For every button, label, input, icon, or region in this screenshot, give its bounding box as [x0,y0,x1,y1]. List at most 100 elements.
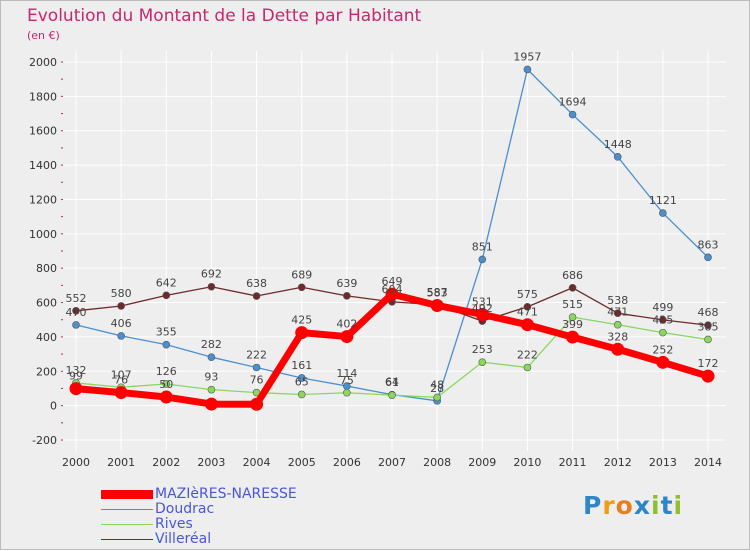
data-label: 132 [66,364,87,377]
y-tick-label: -200 [32,434,57,447]
data-label: 515 [562,298,583,311]
x-tick-label: 2006 [333,456,361,469]
data-label: 406 [111,317,132,330]
data-point [72,321,80,329]
data-point [611,342,625,356]
data-label: 28 [430,382,444,395]
brand-letter: i [651,491,661,520]
data-label: 222 [517,348,538,361]
data-point [478,358,487,366]
data-point [475,307,489,321]
x-tick-label: 2003 [197,456,225,469]
data-label: 587 [427,286,448,299]
data-point [433,393,441,402]
data-point [343,292,351,300]
data-point [568,283,577,292]
data-point [252,363,261,372]
brand-letter: o [615,491,634,520]
data-point [566,330,580,344]
data-label: 580 [111,287,132,300]
x-tick-label: 2014 [694,456,722,469]
data-point [568,110,577,119]
data-label: 470 [66,306,87,319]
data-label: 61 [385,376,399,389]
data-point [430,298,444,312]
data-point [162,380,171,388]
data-point [69,382,83,396]
data-label: 531 [472,295,493,308]
data-label: 604 [382,283,403,296]
data-label: 161 [291,359,312,372]
legend-label: Doudrac [155,501,215,517]
data-label: 222 [246,348,267,361]
data-point [388,391,396,399]
x-tick-label: 2009 [468,456,496,469]
data-point [704,253,712,262]
data-point [659,316,667,324]
data-point [159,390,173,404]
x-tick-label: 2008 [423,456,451,469]
legend-label: Rives [155,516,193,532]
data-point [72,306,80,315]
data-point [162,291,171,300]
data-label: 107 [111,368,132,381]
data-label: 76 [250,374,264,387]
data-point [701,369,715,383]
data-label: 583 [427,286,448,299]
data-point [297,390,306,399]
data-label: 499 [652,301,673,314]
data-label: 253 [472,343,493,356]
data-label: 99 [69,370,83,383]
data-label: 538 [607,294,628,307]
y-tick-label: 1400 [29,159,57,172]
x-tick-label: 2001 [107,456,135,469]
data-label: 1694 [559,96,587,109]
data-point [478,255,487,264]
data-label: 75 [340,374,354,387]
data-label: 638 [246,277,267,290]
x-tick-label: 2011 [559,456,587,469]
data-label: 64 [385,376,399,389]
data-label: 114 [336,367,357,380]
data-label: 649 [382,275,403,288]
brand-letter: P [583,491,603,520]
y-tick-label: 0 [50,400,57,413]
data-label: 851 [472,240,493,253]
x-tick-label: 2013 [649,456,677,469]
data-label: 50 [159,378,173,391]
data-point [343,388,351,397]
data-point [252,292,261,300]
y-tick-label: 1800 [29,90,57,103]
data-label: 282 [201,338,222,351]
brand-letter: x [633,491,651,520]
y-tick-label: 200 [36,365,57,378]
data-label: 76 [114,374,128,387]
data-point [568,313,577,321]
data-point [704,321,712,330]
data-label: 471 [607,306,628,319]
x-tick-label: 2000 [62,456,90,469]
brand-logo: Proxiti [583,491,683,520]
brand-letter: t [660,491,674,520]
data-label: 552 [66,292,87,305]
data-point [385,287,399,301]
data-label: 172 [698,357,719,370]
data-point [520,318,534,332]
data-point [250,397,264,411]
data-point [523,363,532,372]
legend-swatch [101,539,153,540]
y-tick-label: 2000 [29,56,57,69]
data-point [340,330,354,344]
data-point [162,340,171,349]
brand-letter: i [673,491,684,520]
data-point [523,65,532,74]
data-point [656,355,670,369]
data-label: 689 [291,268,312,281]
y-tick-label: 1200 [29,193,57,206]
legend-swatch [101,490,153,499]
data-point [659,328,667,337]
x-tick-label: 2012 [604,456,632,469]
brand-letter: r [602,491,616,520]
data-label: 399 [562,318,583,331]
